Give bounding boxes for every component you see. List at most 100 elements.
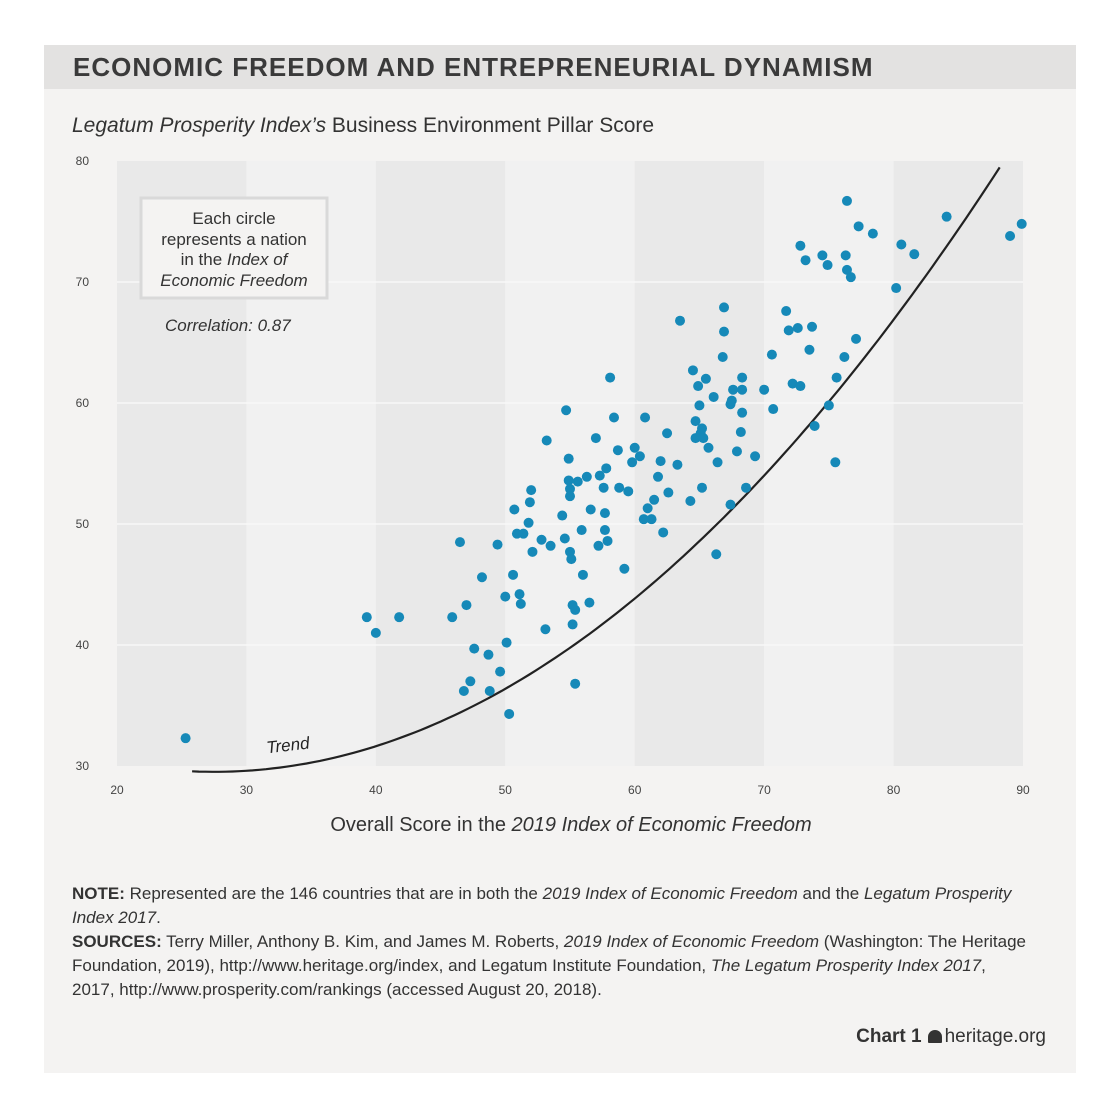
data-point — [787, 378, 798, 389]
note-text-2: and the — [797, 884, 864, 903]
chart-subtitle: Legatum Prosperity Index’s Business Envi… — [72, 114, 654, 138]
data-point — [697, 482, 708, 493]
data-point — [690, 416, 701, 427]
data-point — [768, 404, 779, 415]
data-point — [896, 239, 907, 250]
x-tick-label: 90 — [1016, 783, 1030, 797]
legend-note-box: Each circle represents a nation in the I… — [139, 196, 329, 300]
data-point — [728, 384, 739, 395]
data-point — [541, 435, 552, 446]
legend-line-2: represents a nation — [161, 230, 307, 249]
y-tick-label: 40 — [76, 638, 90, 652]
data-point — [1005, 231, 1016, 242]
data-point — [653, 471, 664, 482]
sources-text-3: , 2017, http://www.prosperity.com/rankin… — [72, 956, 986, 999]
data-point — [565, 491, 575, 502]
data-point — [737, 407, 748, 418]
data-point — [559, 533, 570, 544]
data-point — [563, 453, 574, 464]
data-point — [581, 471, 592, 482]
data-point — [524, 497, 535, 508]
data-point — [483, 649, 494, 660]
data-point — [590, 433, 601, 444]
data-point — [675, 315, 686, 326]
sources-italic-1: 2019 Index of Economic Freedom — [563, 932, 820, 951]
data-point — [649, 494, 660, 505]
data-point — [565, 483, 575, 494]
sources-text-1: Terry Miller, Anthony B. Kim, and James … — [161, 932, 564, 951]
title-bar — [44, 45, 1076, 89]
data-point — [766, 349, 777, 360]
data-point — [831, 372, 842, 383]
data-point — [809, 420, 820, 431]
sources-paragraph: SOURCES: Terry Miller, Anthony B. Kim, a… — [72, 930, 1032, 1002]
data-point — [700, 373, 711, 384]
data-point — [454, 537, 465, 548]
data-point — [545, 540, 556, 551]
data-point — [465, 676, 476, 687]
x-tick-label: 60 — [628, 783, 642, 797]
data-point — [817, 250, 828, 261]
data-point — [461, 600, 472, 611]
data-point — [795, 240, 806, 251]
y-tick-label: 50 — [76, 517, 90, 531]
plot-band — [375, 161, 506, 766]
liberty-bell-icon — [927, 1030, 942, 1043]
data-point — [941, 211, 952, 222]
y-tick-label: 60 — [76, 396, 90, 410]
correlation-label: Correlation: 0.87 — [165, 316, 291, 335]
data-point — [572, 476, 583, 487]
legend-line-3: in the Index of — [181, 250, 290, 269]
data-point — [685, 496, 696, 507]
data-point — [447, 612, 458, 623]
data-point — [731, 446, 742, 457]
data-point — [361, 612, 372, 623]
y-tick-label: 30 — [76, 759, 90, 773]
legend-line-4: Economic Freedom — [160, 271, 307, 290]
data-point — [807, 321, 818, 332]
data-point — [839, 352, 850, 363]
x-tick-label: 50 — [499, 783, 513, 797]
data-point — [712, 457, 723, 468]
data-point — [570, 678, 581, 689]
data-point — [515, 598, 526, 609]
legend-line-3b: Index of — [227, 250, 290, 269]
data-point — [840, 250, 851, 261]
data-point — [1016, 218, 1027, 229]
data-point — [841, 195, 852, 206]
data-point — [527, 546, 538, 557]
data-point — [694, 400, 705, 411]
sources-text-2: (Washington: The Heritage Foundation, 20… — [72, 932, 1027, 975]
data-point — [629, 442, 640, 453]
data-point — [698, 433, 709, 444]
note-text-1: Represented are the 146 countries that a… — [124, 884, 543, 903]
data-point — [509, 504, 520, 515]
data-point — [536, 534, 547, 545]
sources-italic-2: The Legatum Prosperity Index 2017 — [710, 956, 982, 975]
data-point — [508, 569, 519, 580]
chart-title: ECONOMIC FREEDOM AND ENTREPRENEURIAL DYN… — [73, 52, 874, 82]
data-point — [495, 666, 506, 677]
data-point — [523, 517, 534, 528]
site-link[interactable]: heritage.org — [944, 1026, 1046, 1047]
data-point — [823, 400, 834, 411]
data-point — [634, 451, 645, 462]
data-point — [909, 249, 920, 260]
data-point — [612, 445, 623, 456]
data-point — [737, 384, 748, 395]
data-point — [655, 456, 666, 467]
legend-line-1: Each circle — [192, 209, 275, 228]
notes-section: NOTE: Represented are the 146 countries … — [72, 882, 1032, 1002]
plot-band — [893, 161, 1023, 766]
data-point — [795, 381, 806, 392]
data-point — [599, 508, 610, 519]
data-point — [662, 428, 673, 439]
data-point — [717, 352, 728, 363]
data-point — [619, 563, 630, 574]
data-point — [593, 540, 604, 551]
y-tick-label: 80 — [76, 154, 90, 168]
data-point — [737, 372, 748, 383]
subtitle-rest: Business Environment Pillar Score — [326, 114, 655, 137]
sources-label: SOURCES: — [72, 932, 162, 951]
